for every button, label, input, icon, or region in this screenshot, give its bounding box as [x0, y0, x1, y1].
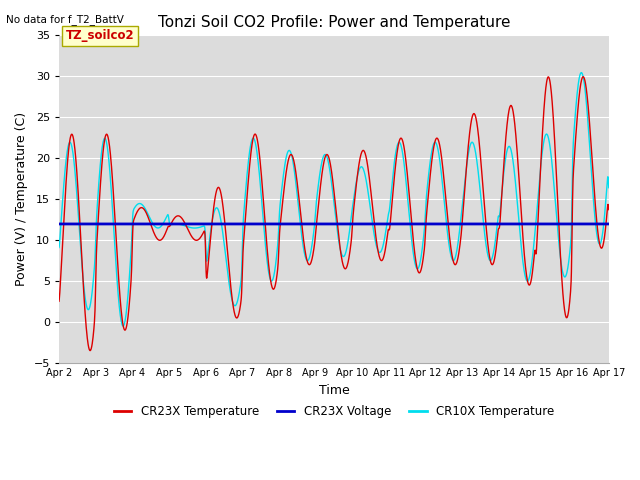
Y-axis label: Power (V) / Temperature (C): Power (V) / Temperature (C) [15, 112, 28, 287]
Legend: CR23X Temperature, CR23X Voltage, CR10X Temperature: CR23X Temperature, CR23X Voltage, CR10X … [109, 401, 559, 423]
Title: Tonzi Soil CO2 Profile: Power and Temperature: Tonzi Soil CO2 Profile: Power and Temper… [157, 15, 510, 30]
Text: TZ_soilco2: TZ_soilco2 [65, 29, 134, 42]
X-axis label: Time: Time [319, 384, 349, 397]
Text: No data for f_T2_BattV: No data for f_T2_BattV [6, 14, 124, 25]
